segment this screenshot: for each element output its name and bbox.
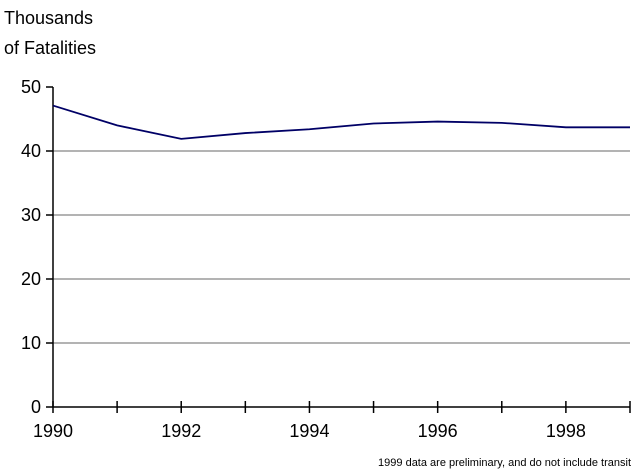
footnote: 1999 data are preliminary, and do not in… bbox=[378, 457, 631, 469]
y-tick-label-30: 30 bbox=[21, 205, 41, 225]
x-tick-label-1992: 1992 bbox=[161, 421, 201, 441]
gridlines bbox=[53, 151, 630, 343]
y-tick-label-10: 10 bbox=[21, 333, 41, 353]
y-tick-label-50: 50 bbox=[21, 77, 41, 97]
series-line-0 bbox=[53, 106, 630, 139]
y-tick-label-40: 40 bbox=[21, 141, 41, 161]
x-tick-label-1996: 1996 bbox=[418, 421, 458, 441]
y-tick-label-20: 20 bbox=[21, 269, 41, 289]
y-tick-label-0: 0 bbox=[31, 397, 41, 417]
axes bbox=[53, 87, 630, 407]
series-lines bbox=[53, 106, 630, 139]
x-tick-label-1990: 1990 bbox=[33, 421, 73, 441]
y-axis-label-line-2: of Fatalities bbox=[4, 38, 96, 58]
y-axis-label-line-1: Thousands bbox=[4, 8, 93, 28]
x-tick-label-1994: 1994 bbox=[289, 421, 329, 441]
x-tick-label-1998: 1998 bbox=[546, 421, 586, 441]
y-axis-ticks: 0 10 20 30 40 50 bbox=[21, 77, 53, 417]
